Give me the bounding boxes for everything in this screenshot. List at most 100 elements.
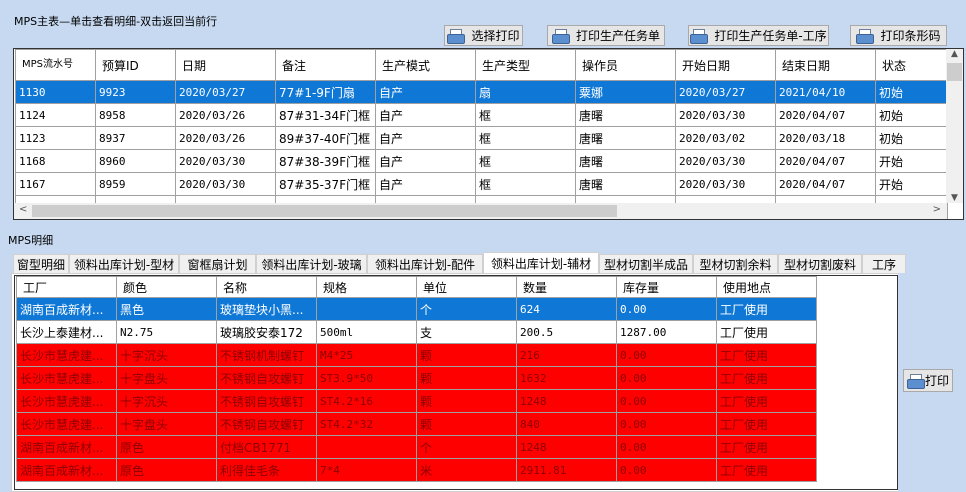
- column-header[interactable]: 使用地点: [716, 276, 817, 298]
- table-cell: 长沙市慧虎建...: [16, 366, 117, 390]
- table-row[interactable]: 湖南百成新材... 原色 利得佳毛条 7*4 米 2911.81 0.00 工厂使用: [16, 458, 817, 482]
- table-cell: 自产: [375, 172, 476, 196]
- tab-9[interactable]: 工序: [862, 254, 906, 274]
- tab-2[interactable]: 窗框扇计划: [179, 254, 256, 274]
- table-cell: 十字盘头: [116, 412, 217, 436]
- table-cell: 工厂使用: [716, 435, 817, 459]
- printer-icon: [690, 28, 709, 44]
- table-cell: 长沙市慧虎建...: [16, 412, 117, 436]
- table-row[interactable]: 1130 9923 2020/03/27 77#1-9F门扇 自产扇粟娜 2020/03/…: [15, 80, 948, 104]
- table-cell: 2021/04/10: [775, 80, 876, 104]
- master-grid[interactable]: MPS流水号 预算ID 日期 备注 生产模式 生产类型 操作员 开始日期 结束日期 状态 1130 9…: [13, 48, 964, 220]
- table-cell: 2020/04/07: [775, 149, 876, 173]
- select-print-button[interactable]: 选择打印: [444, 25, 523, 46]
- column-header[interactable]: MPS流水号: [15, 49, 96, 81]
- column-header[interactable]: 数量: [516, 276, 617, 298]
- table-cell: 9923: [95, 80, 176, 104]
- table-cell: 不锈钢机制螺钉: [216, 343, 317, 367]
- table-cell: 唐曙: [575, 103, 676, 127]
- table-row[interactable]: 长沙市慧虎建... 十字沉头 不锈钢自攻螺钉 ST4.2*16 颗 1248 0.00 工厂使…: [16, 389, 817, 413]
- table-row[interactable]: 长沙市慧虎建... 十字盘头 不锈钢自攻螺钉 ST4.2*32 颗 840 0.00 工厂使用: [16, 412, 817, 436]
- column-header[interactable]: 操作员: [575, 49, 676, 81]
- table-row[interactable]: 湖南百成新材... 黑色 玻璃垫块小黑... 个 624 0.00 工厂使用: [16, 297, 817, 321]
- table-row[interactable]: 1168 8960 2020/03/30 87#38-39F门框 自产框唐曙 2020/0…: [15, 149, 948, 173]
- table-row[interactable]: 1124 8958 2020/03/26 87#31-34F门框 自产框唐曙 2020/0…: [15, 103, 948, 127]
- column-header[interactable]: 生产类型: [475, 49, 576, 81]
- column-header[interactable]: 库存量: [616, 276, 717, 298]
- vertical-scrollbar[interactable]: ▲ ▼: [946, 49, 963, 203]
- column-header[interactable]: 状态: [875, 49, 948, 81]
- print-barcode-button[interactable]: 打印条形码: [850, 25, 947, 46]
- label: 打印: [924, 374, 949, 388]
- tab-8[interactable]: 型材切割废料: [778, 254, 862, 274]
- table-cell: 颗: [416, 389, 517, 413]
- horizontal-scrollbar[interactable]: < >: [14, 203, 947, 219]
- scroll-up-icon[interactable]: ▲: [951, 49, 958, 59]
- table-cell: 1167: [15, 172, 96, 196]
- column-header[interactable]: 预算ID: [95, 49, 176, 81]
- tab-1[interactable]: 领料出库计划-型材: [69, 254, 179, 274]
- column-header[interactable]: 名称: [216, 276, 317, 298]
- table-cell: 工厂使用: [716, 366, 817, 390]
- scroll-thumb[interactable]: [947, 63, 962, 81]
- detail-grid[interactable]: 工厂 颜色 名称 规格 单位 数量 库存量 使用地点 湖南百成新材... 黑色 玻璃垫块小黑... 个…: [14, 275, 898, 490]
- table-cell: 玻璃胶安泰172: [216, 320, 317, 344]
- scroll-right-icon[interactable]: >: [932, 204, 941, 215]
- table-cell: 不锈钢自攻螺钉: [216, 366, 317, 390]
- table-cell: 十字盘头: [116, 366, 217, 390]
- table-cell: 8958: [95, 103, 176, 127]
- table-cell: 自产: [375, 149, 476, 173]
- column-header[interactable]: 结束日期: [775, 49, 876, 81]
- tab-3[interactable]: 领料出库计划-玻璃: [256, 254, 367, 274]
- table-row[interactable]: 长沙市慧虎建... 十字沉头 不锈钢机制螺钉 M4*25 颗 216 0.00 工厂使用: [16, 343, 817, 367]
- column-header[interactable]: 日期: [175, 49, 276, 81]
- table-cell: 2020/04/07: [775, 172, 876, 196]
- table-cell: 框: [475, 126, 576, 150]
- scroll-down-icon[interactable]: ▼: [951, 193, 958, 203]
- table-cell: 7*4: [316, 458, 417, 482]
- column-header[interactable]: 生产模式: [375, 49, 476, 81]
- table-row[interactable]: 1167 8959 2020/03/30 87#35-37F门框 自产框唐曙 2020/0…: [15, 172, 948, 196]
- table-row[interactable]: 1123 8937 2020/03/26 89#37-40F门框 自产框唐曙 2020/0…: [15, 126, 948, 150]
- table-cell: ST4.2*32: [316, 412, 417, 436]
- table-row[interactable]: 湖南百成新材... 原色 付档CB1771 个 1248 0.00 工厂使用: [16, 435, 817, 459]
- column-header[interactable]: 规格: [316, 276, 417, 298]
- column-header[interactable]: 颜色: [116, 276, 217, 298]
- print-task-sheet-process-button[interactable]: 打印生产任务单-工序: [688, 25, 829, 46]
- column-header[interactable]: 开始日期: [675, 49, 776, 81]
- table-cell: 2020/03/18: [775, 126, 876, 150]
- table-cell: [316, 435, 417, 459]
- table-cell: 624: [516, 297, 617, 321]
- table-row[interactable]: 长沙上泰建材... N2.75 玻璃胶安泰172 500ml 支 200.5 1287.00…: [16, 320, 817, 344]
- table-cell: 8937: [95, 126, 176, 150]
- table-cell: M4*25: [316, 343, 417, 367]
- table-cell: 0.00: [616, 343, 717, 367]
- scroll-left-icon[interactable]: <: [19, 204, 28, 215]
- scroll-thumb[interactable]: [32, 205, 617, 217]
- tab-7[interactable]: 型材切割余料: [693, 254, 778, 274]
- column-header[interactable]: 工厂: [16, 276, 117, 298]
- detail-print-button[interactable]: 打印: [903, 369, 953, 392]
- table-cell: [316, 297, 417, 321]
- table-cell: 初始: [875, 103, 948, 127]
- table-cell: 工厂使用: [716, 389, 817, 413]
- table-row[interactable]: 长沙市慧虎建... 十字盘头 不锈钢自攻螺钉 ST3.9*50 颗 1632 0.00 工厂使…: [16, 366, 817, 390]
- tab-4[interactable]: 领料出库计划-配件: [367, 254, 483, 274]
- tab-0[interactable]: 窗型明细: [13, 254, 69, 274]
- column-header[interactable]: 备注: [275, 49, 376, 81]
- table-cell: 自产: [375, 103, 476, 127]
- tab-6[interactable]: 型材切割半成品: [599, 254, 693, 274]
- table-cell: 开始: [875, 172, 948, 196]
- column-header[interactable]: 单位: [416, 276, 517, 298]
- table-cell: 湖南百成新材...: [16, 458, 117, 482]
- label: 打印条形码: [880, 29, 941, 43]
- tab-5[interactable]: 领料出库计划-辅材: [483, 252, 599, 274]
- print-task-sheet-button[interactable]: 打印生产任务单: [547, 25, 665, 46]
- table-cell: 自产: [375, 126, 476, 150]
- table-cell: 840: [516, 412, 617, 436]
- table-cell: 工厂使用: [716, 458, 817, 482]
- table-cell: 2020/03/02: [675, 126, 776, 150]
- table-cell: 0.00: [616, 412, 717, 436]
- table-cell: ST4.2*16: [316, 389, 417, 413]
- table-cell: 2020/03/30: [675, 149, 776, 173]
